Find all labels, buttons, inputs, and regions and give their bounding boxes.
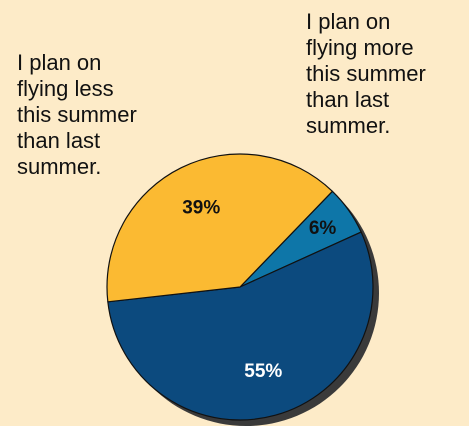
annotation-flying-more: I plan on flying more this summer than l…	[306, 9, 426, 138]
annotation-flying-less: I plan on flying less this summer than l…	[17, 50, 137, 179]
pie-slice-55	[107, 231, 374, 421]
pie-slice-39	[106, 153, 333, 303]
slice-label-39: 39%	[182, 198, 220, 219]
slice-label-55: 55%	[244, 361, 282, 382]
slice-label-6: 6%	[309, 218, 337, 239]
